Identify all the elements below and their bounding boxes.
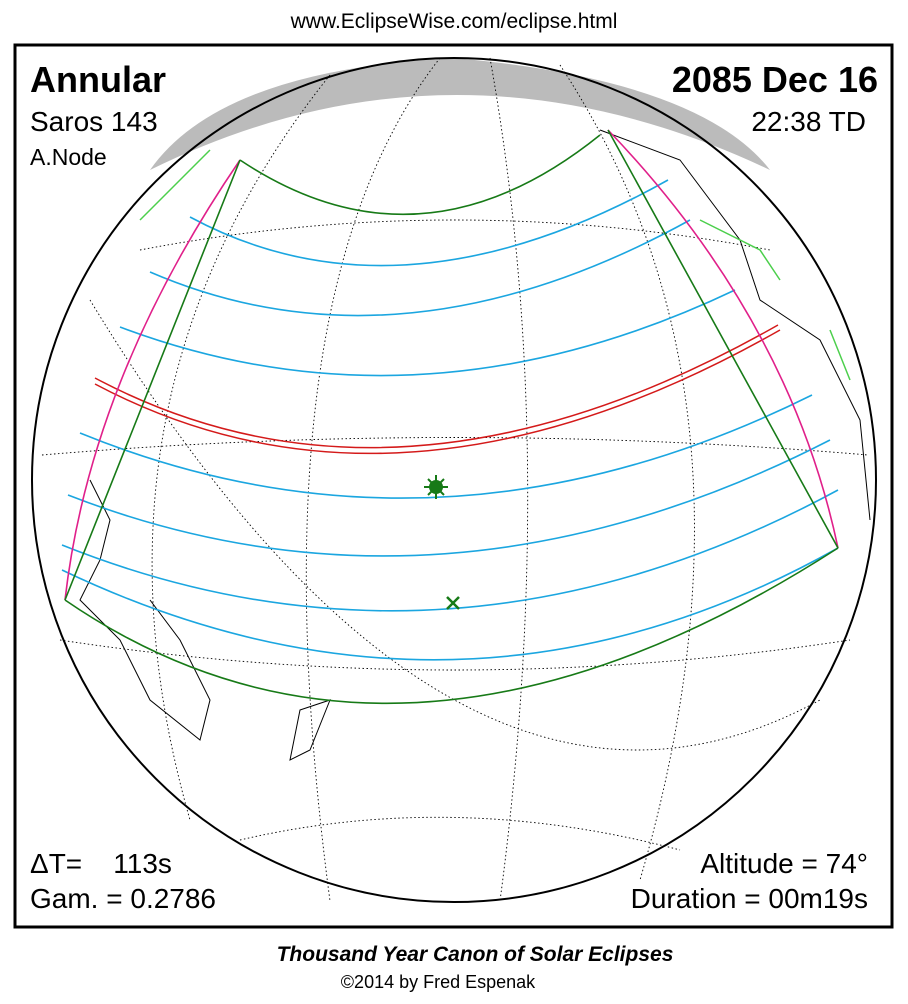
coastline-green [139, 149, 851, 381]
time-line [61, 547, 839, 661]
eclipse-type: Annular [30, 59, 166, 100]
time-line [119, 289, 736, 377]
canon-title: Thousand Year Canon of Solar Eclipses [277, 943, 674, 966]
meridian [559, 64, 695, 881]
url: www.EclipseWise.com/eclipse.html [290, 10, 618, 33]
duration: Duration = 00m19s [631, 883, 868, 914]
date: 2085 Dec 16 [672, 59, 878, 100]
parallel [41, 437, 869, 456]
greatest-duration [446, 596, 460, 610]
meridian [305, 57, 441, 902]
time-line [189, 179, 669, 267]
parallel [139, 219, 771, 251]
time-line [149, 219, 691, 317]
boundary-bottom [64, 547, 839, 704]
globe [31, 57, 877, 903]
delta-t: ΔT= 113s [30, 848, 172, 879]
saros: Saros 143 [30, 106, 158, 137]
node: A.Node [30, 144, 107, 170]
boundary-left [64, 159, 241, 601]
greatest-eclipse [424, 475, 448, 499]
central-line [94, 329, 781, 455]
limit-left [64, 159, 241, 601]
new-zealand [289, 699, 331, 761]
time: 22:38 TD [751, 106, 866, 137]
globe-outline [31, 57, 877, 903]
meridian [151, 74, 331, 821]
boundary-top [239, 134, 601, 215]
time-line [67, 439, 831, 557]
meridian [489, 57, 529, 902]
time-line [79, 394, 813, 499]
time-line [61, 489, 839, 612]
altitude: Altitude = 74° [700, 848, 868, 879]
boundary-right [607, 129, 839, 549]
frame [13, 43, 894, 929]
copyright: ©2014 by Fred Espenak [341, 972, 536, 992]
australia [79, 479, 211, 741]
central-line [94, 324, 779, 449]
gamma: Gam. = 0.2786 [30, 883, 216, 914]
limit-right [607, 129, 839, 549]
americas-coast [599, 129, 871, 521]
